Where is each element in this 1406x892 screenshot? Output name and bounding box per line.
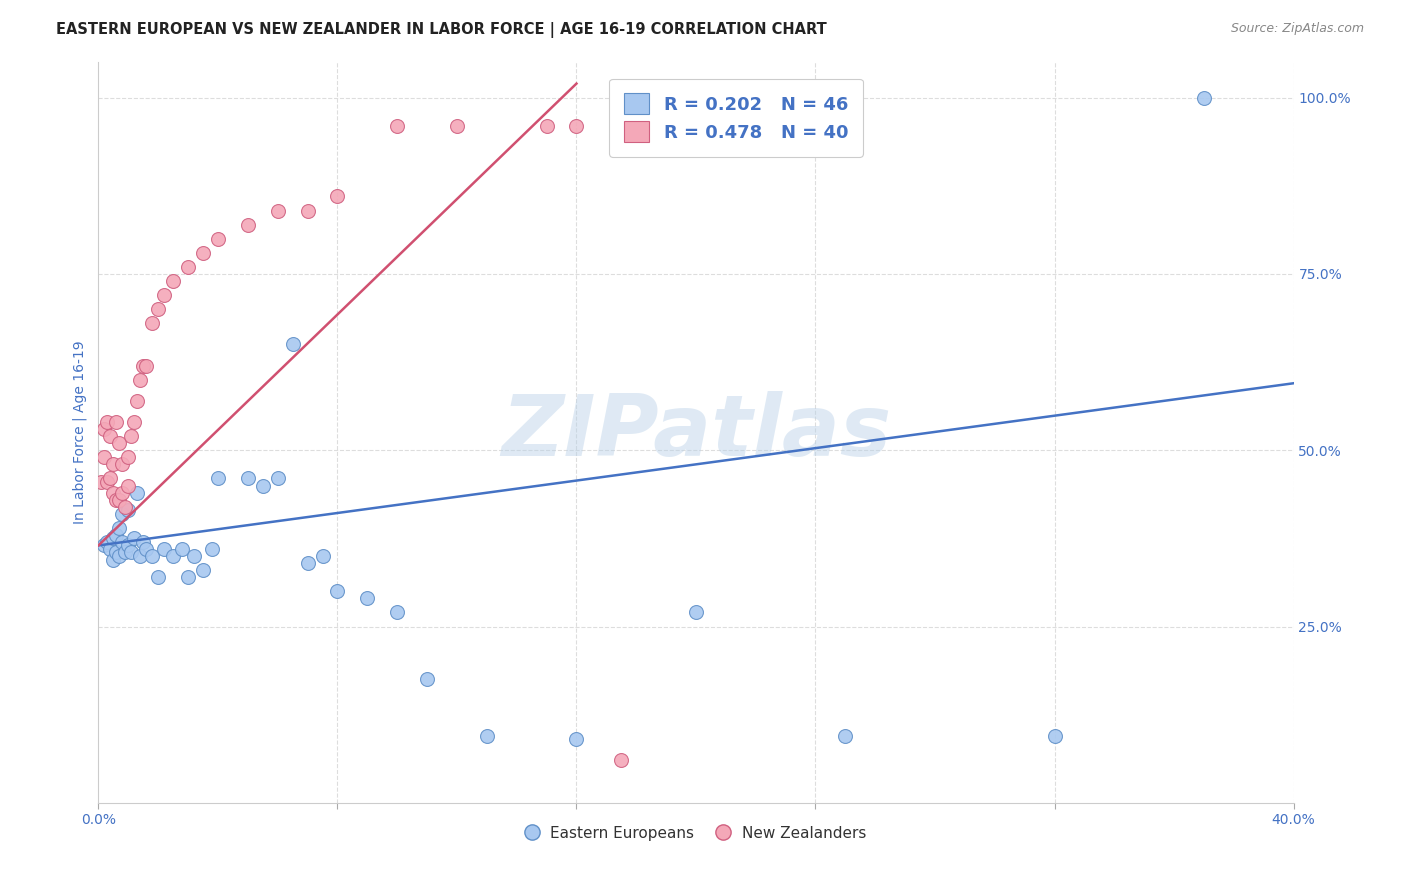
Point <box>236 471 259 485</box>
Point <box>252 478 274 492</box>
Point <box>1043 729 1066 743</box>
Point <box>385 119 409 133</box>
Point <box>148 302 170 317</box>
Point <box>135 359 157 373</box>
Point <box>105 415 128 429</box>
Point <box>108 549 131 563</box>
Point <box>1192 91 1215 105</box>
Point <box>685 606 707 620</box>
Point <box>96 415 118 429</box>
Point <box>177 260 200 274</box>
Point <box>281 337 304 351</box>
Point <box>446 119 468 133</box>
Point <box>114 545 136 559</box>
Point <box>475 729 498 743</box>
Point <box>132 359 155 373</box>
Point <box>96 475 118 489</box>
Point <box>117 503 139 517</box>
Point <box>236 218 259 232</box>
Point <box>105 492 128 507</box>
Point <box>127 393 149 408</box>
Point <box>172 541 194 556</box>
Point <box>103 552 125 566</box>
Point <box>267 203 290 218</box>
Point <box>124 415 146 429</box>
Point <box>111 535 134 549</box>
Point <box>191 563 214 577</box>
Text: ZIPatlas: ZIPatlas <box>501 391 891 475</box>
Point <box>153 541 176 556</box>
Point <box>103 485 125 500</box>
Point <box>385 606 409 620</box>
Point <box>93 422 115 436</box>
Point <box>108 521 131 535</box>
Point <box>98 429 122 443</box>
Point <box>183 549 205 563</box>
Point <box>565 119 588 133</box>
Point <box>108 492 131 507</box>
Point <box>111 458 134 472</box>
Point <box>117 478 139 492</box>
Point <box>129 373 152 387</box>
Point <box>141 549 163 563</box>
Point <box>148 570 170 584</box>
Point <box>326 189 349 203</box>
Point <box>416 673 439 687</box>
Point <box>565 732 588 747</box>
Point <box>114 500 136 514</box>
Text: EASTERN EUROPEAN VS NEW ZEALANDER IN LABOR FORCE | AGE 16-19 CORRELATION CHART: EASTERN EUROPEAN VS NEW ZEALANDER IN LAB… <box>56 22 827 38</box>
Point <box>191 245 214 260</box>
Text: Source: ZipAtlas.com: Source: ZipAtlas.com <box>1230 22 1364 36</box>
Point <box>162 274 184 288</box>
Point <box>105 528 128 542</box>
Point <box>117 450 139 465</box>
Point <box>177 570 200 584</box>
Point <box>90 475 112 489</box>
Point <box>297 556 319 570</box>
Point <box>117 538 139 552</box>
Point <box>129 549 152 563</box>
Point <box>111 485 134 500</box>
Point <box>311 549 333 563</box>
Point <box>98 471 122 485</box>
Point <box>610 754 633 768</box>
Point <box>108 436 131 450</box>
Y-axis label: In Labor Force | Age 16-19: In Labor Force | Age 16-19 <box>73 341 87 524</box>
Point <box>207 471 229 485</box>
Point <box>93 450 115 465</box>
Point <box>536 119 558 133</box>
Point <box>120 545 142 559</box>
Point <box>207 232 229 246</box>
Point <box>120 429 142 443</box>
Point <box>162 549 184 563</box>
Point <box>356 591 378 606</box>
Point <box>127 485 149 500</box>
Point <box>105 545 128 559</box>
Point <box>834 729 856 743</box>
Point <box>326 584 349 599</box>
Point <box>297 203 319 218</box>
Point <box>98 541 122 556</box>
Point <box>201 541 224 556</box>
Point <box>153 288 176 302</box>
Point <box>135 541 157 556</box>
Point <box>103 532 125 546</box>
Point <box>111 507 134 521</box>
Legend: Eastern Europeans, New Zealanders: Eastern Europeans, New Zealanders <box>520 820 872 847</box>
Point <box>124 532 146 546</box>
Point <box>141 316 163 330</box>
Point <box>267 471 290 485</box>
Point <box>96 535 118 549</box>
Point <box>103 458 125 472</box>
Point <box>132 535 155 549</box>
Point <box>93 538 115 552</box>
